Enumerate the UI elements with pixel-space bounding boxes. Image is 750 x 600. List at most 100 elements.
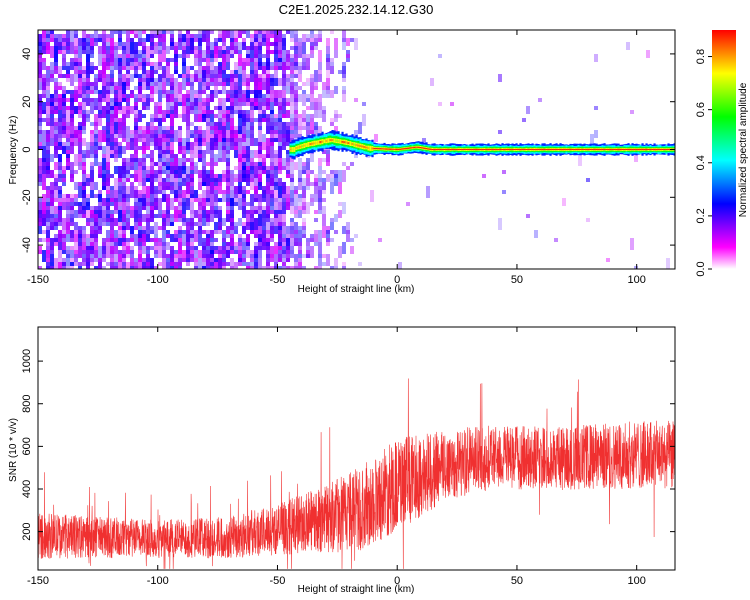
heatmap-cell [342, 226, 346, 234]
heatmap-cell [46, 118, 50, 126]
heatmap-cell [142, 54, 146, 58]
heatmap-cell [118, 202, 122, 206]
heatmap-cell [210, 54, 214, 62]
heatmap-cell [238, 194, 242, 198]
heatmap-cell [102, 158, 106, 170]
heatmap-cell [318, 190, 322, 202]
carrier-cell [429, 148, 432, 150]
heatmap-cell [238, 242, 242, 246]
heatmap-cell [110, 234, 114, 242]
heatmap-cell [326, 238, 330, 246]
heatmap-cell [290, 98, 294, 102]
heatmap-cell [274, 54, 278, 62]
heatmap-cell [86, 86, 90, 90]
heatmap-cell [130, 250, 134, 258]
heatmap-cell [178, 262, 182, 266]
heatmap-cell [338, 70, 342, 74]
heatmap-cell [82, 98, 86, 102]
heatmap-cell [270, 146, 274, 158]
heatmap-cell [186, 46, 190, 54]
heatmap-cell [42, 82, 46, 86]
heatmap-cell [342, 38, 346, 50]
carrier-cell [621, 148, 624, 150]
heatmap-cell [90, 258, 94, 266]
heatmap-cell [302, 62, 306, 70]
carrier-cell [353, 143, 356, 146]
heatmap-cell [286, 250, 290, 262]
heatmap-cell [254, 50, 258, 58]
heatmap-cell [206, 246, 210, 254]
carrier-cell [659, 148, 662, 151]
heatmap-cell [86, 234, 90, 238]
heatmap-cell [114, 138, 118, 146]
heatmap-cell [158, 102, 162, 106]
heatmap-cell [126, 42, 130, 54]
heatmap-cell [286, 158, 290, 166]
carrier-cell [325, 139, 328, 142]
heatmap-cell [54, 110, 58, 114]
carrier-cell [521, 148, 524, 150]
heatmap-cell [86, 42, 90, 46]
heatmap-cell [142, 250, 146, 254]
heatmap-cell [154, 138, 158, 146]
heatmap-cell [230, 258, 234, 269]
heatmap-cell [86, 202, 90, 210]
heatmap-cell [46, 230, 50, 238]
heatmap-cell [198, 194, 202, 202]
heatmap-cell [66, 74, 70, 78]
heatmap-cell [282, 98, 286, 106]
heatmap-cell [274, 242, 278, 246]
heatmap-cell [258, 90, 262, 98]
heatmap-cell [86, 210, 90, 222]
heatmap-cell [298, 198, 302, 202]
heatmap-cell [62, 50, 66, 62]
heatmap-cell [226, 118, 230, 122]
heatmap-cell [106, 218, 110, 222]
heatmap-cell [238, 58, 242, 66]
heatmap-cell [266, 38, 270, 42]
heatmap-cell [238, 198, 242, 206]
heatmap-cell [66, 106, 70, 110]
heatmap-cell [222, 42, 226, 46]
heatmap-cell [94, 142, 98, 154]
heatmap-cell [298, 210, 302, 218]
heatmap-cell [54, 70, 58, 74]
heatmap-cell [210, 194, 214, 206]
heatmap-cell [178, 130, 182, 138]
heatmap-cell [274, 138, 278, 142]
heatmap-cell [258, 30, 262, 34]
heatmap-cell [218, 82, 222, 86]
heatmap-cell [94, 78, 98, 90]
heatmap-cell [258, 34, 262, 38]
heatmap-cell [170, 58, 174, 62]
heatmap-cell [158, 82, 162, 90]
heatmap-cell [350, 246, 354, 254]
heatmap-cell [78, 202, 82, 206]
heatmap-cell [90, 210, 94, 218]
heatmap-cell [282, 86, 286, 90]
heatmap-cell [330, 90, 334, 98]
heatmap-cell [222, 134, 226, 138]
heatmap-cell [106, 198, 110, 202]
heatmap-cell [146, 98, 150, 106]
heatmap-cell [54, 126, 58, 138]
colorbar-tick-label: 0.0 [695, 261, 707, 276]
heatmap-cell [122, 98, 126, 102]
heatmap-cell [290, 30, 294, 38]
heatmap-cell [198, 154, 202, 158]
heatmap-cell [298, 202, 302, 206]
heatmap-cell [190, 130, 194, 134]
heatmap-cell [334, 126, 338, 134]
heatmap-cell [346, 230, 350, 242]
heatmap-cell [114, 178, 118, 190]
heatmap-cell [266, 230, 270, 234]
heatmap-cell [122, 174, 126, 178]
heatmap-cell [290, 198, 294, 206]
heatmap-cell [286, 186, 290, 198]
heatmap-cell [282, 242, 286, 246]
heatmap-cell [230, 222, 234, 230]
heatmap-cell [146, 206, 150, 218]
heatmap-cell [126, 106, 130, 110]
heatmap-cell [154, 202, 158, 206]
heatmap-cell [218, 198, 222, 202]
